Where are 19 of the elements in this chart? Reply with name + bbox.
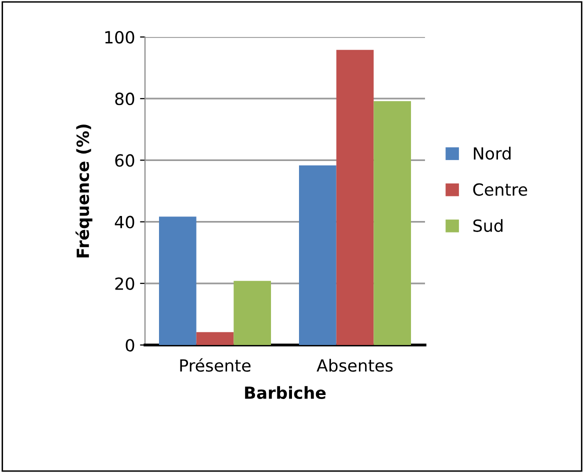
x-axis-title: Barbiche <box>245 386 326 400</box>
y-tick-label: 60 <box>115 154 134 167</box>
y-axis-title: Fréquence (%) <box>76 124 92 258</box>
bar <box>196 332 234 345</box>
bar <box>374 101 411 345</box>
legend-label: Centre <box>473 183 528 196</box>
bar <box>159 216 196 345</box>
legend-label: Sud <box>473 219 502 232</box>
y-tick-label: 20 <box>115 277 134 290</box>
bar <box>234 280 271 345</box>
bar <box>299 165 336 345</box>
y-tick-label: 40 <box>114 216 134 228</box>
y-tick-label: 80 <box>115 92 134 106</box>
legend-label: Nord <box>474 146 511 160</box>
bar <box>336 50 374 345</box>
y-tick-label: 100 <box>105 30 134 44</box>
x-tick-label: Présente <box>180 358 251 372</box>
y-tick-label: 0 <box>126 338 134 352</box>
x-tick-label: Absentes <box>316 358 393 372</box>
